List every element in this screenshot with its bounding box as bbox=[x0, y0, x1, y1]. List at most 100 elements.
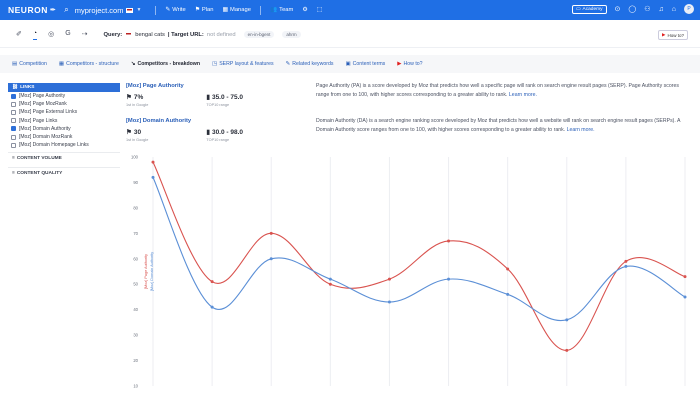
feather-icon: ✒ bbox=[49, 7, 57, 14]
data-point bbox=[447, 239, 451, 243]
metric-title[interactable]: [Moz] Domain Authority bbox=[126, 118, 192, 124]
data-point bbox=[387, 277, 391, 281]
metric-sub: 1st in Google bbox=[126, 103, 149, 107]
tab-related-keywords[interactable]: ✎ Related keywords bbox=[286, 61, 334, 67]
trophy-icon: ⚑ bbox=[126, 129, 132, 136]
metric-range: 30.0 - 98.0 bbox=[211, 128, 244, 136]
y-tick-label: 80 bbox=[133, 205, 138, 210]
nav-plan[interactable]: ⚑ Plan bbox=[195, 7, 214, 13]
team-icon[interactable]: ⚇ bbox=[644, 6, 651, 13]
learn-more-link[interactable]: Learn more. bbox=[566, 126, 595, 133]
metric-checkbox-item[interactable]: [Moz] Page Authority bbox=[8, 92, 120, 100]
bell-icon[interactable]: ♫ bbox=[658, 5, 664, 13]
nav-manage[interactable]: ▦ Manage bbox=[223, 7, 251, 13]
divider bbox=[155, 5, 157, 15]
project-selector[interactable]: myproject.com ▼ bbox=[75, 6, 142, 15]
checkbox[interactable] bbox=[11, 118, 16, 124]
nav-write[interactable]: ✎ Write bbox=[165, 7, 185, 13]
metric-checkbox-item[interactable]: [Moz] Domain MozRank bbox=[8, 133, 120, 141]
tool-switcher: ✐ ◔ ◎ G ⇢ bbox=[16, 30, 88, 40]
metric-title[interactable]: [Moz] Page Authority bbox=[126, 83, 184, 89]
checkbox[interactable] bbox=[11, 134, 16, 140]
metric-checkbox-item[interactable]: [Moz] Page External Links bbox=[8, 108, 120, 116]
metric-checkbox-item[interactable]: [Moz] Page Links bbox=[8, 117, 120, 125]
checkbox-label: [Moz] Page Links bbox=[19, 117, 58, 124]
language-chip[interactable]: en-in-bgent bbox=[243, 31, 275, 38]
target-url-label: | Target URL: bbox=[167, 31, 204, 38]
editor-tool-icon[interactable]: ✐ bbox=[16, 30, 22, 38]
link-icon: ⛓ bbox=[12, 85, 19, 90]
target-tool-icon[interactable]: ◎ bbox=[48, 30, 55, 38]
academy-label: Academy bbox=[582, 6, 603, 12]
pen-icon: ✎ bbox=[285, 61, 291, 67]
grid-icon: ▦ bbox=[222, 7, 228, 13]
grid-icon: ▦ bbox=[58, 61, 65, 67]
checkbox[interactable] bbox=[11, 126, 16, 132]
avatar[interactable]: P bbox=[684, 4, 694, 14]
data-point bbox=[269, 257, 273, 261]
share-tool-icon[interactable]: ⇢ bbox=[81, 30, 88, 38]
monitor-icon: ▭ bbox=[575, 6, 581, 12]
layout-icon: ◳ bbox=[212, 61, 218, 67]
content-volume-header[interactable]: ≡ CONTENT VOLUME bbox=[8, 152, 120, 164]
tab-competitors-breakdown[interactable]: ↘ Competitors - breakdown bbox=[131, 61, 200, 67]
tab-competition[interactable]: ▤ Competition bbox=[12, 61, 47, 67]
pen-icon: ✎ bbox=[165, 7, 171, 13]
checkbox-label: [Moz] Domain Homepage Links bbox=[19, 142, 89, 149]
tab-serp-layout[interactable]: ◳ SERP layout & features bbox=[212, 61, 274, 67]
bookmark-icon[interactable]: ⬚ bbox=[316, 7, 323, 13]
top-navigation-bar: NEURON ✒ ⌕ myproject.com ▼ ✎ Write ⚑ Plan … bbox=[0, 0, 700, 20]
main-nav: ✎ Write ⚑ Plan ▦ Manage 👥 Team ⚙ ⬚ bbox=[155, 5, 323, 15]
links-panel-header[interactable]: ⛓ LINKS bbox=[8, 83, 120, 92]
youtube-icon: ▶ bbox=[662, 32, 666, 37]
tab-label: Content terms bbox=[352, 61, 386, 67]
chevron-down-icon: ▼ bbox=[136, 7, 142, 13]
metric-sub: 1st in Google bbox=[126, 138, 149, 142]
target-url-value[interactable]: not defined bbox=[206, 31, 236, 38]
metric-checkbox-item[interactable]: [Moz] Domain Homepage Links bbox=[8, 141, 120, 149]
y-tick-label: 60 bbox=[133, 256, 138, 261]
checkbox[interactable] bbox=[11, 142, 16, 148]
tab-content-terms[interactable]: ▣ Content terms bbox=[345, 61, 385, 67]
gear-icon[interactable]: ⚙ bbox=[302, 7, 308, 13]
checkbox[interactable] bbox=[11, 109, 16, 115]
data-point bbox=[151, 175, 155, 179]
tab-competitors-structure[interactable]: ▦ Competitors - structure bbox=[59, 61, 119, 67]
learn-more-link[interactable]: Learn more. bbox=[508, 91, 537, 98]
data-point bbox=[328, 282, 332, 286]
metric-range-sub: TOP10 range bbox=[206, 103, 230, 107]
checkbox-label: [Moz] Page Authority bbox=[19, 93, 66, 100]
help-icon[interactable]: ⊙ bbox=[614, 6, 621, 13]
data-point bbox=[565, 348, 569, 352]
series-line-page-authority bbox=[152, 161, 686, 351]
checkbox[interactable] bbox=[11, 93, 16, 99]
metric-value: 30 bbox=[133, 128, 142, 136]
academy-button[interactable]: ▭ Academy bbox=[571, 4, 607, 14]
tag-icon[interactable]: ⌂ bbox=[671, 5, 676, 13]
how-to-button[interactable]: ▶ How to? bbox=[658, 30, 688, 40]
youtube-icon: ▶ bbox=[397, 61, 402, 67]
tab-label: Related keywords bbox=[292, 61, 334, 67]
tool-row: ✐ ◔ ◎ G ⇢ Query: bengal cats | Target UR… bbox=[0, 22, 700, 48]
search-icon[interactable]: ⌕ bbox=[64, 5, 69, 14]
neuron-logo[interactable]: NEURON ✒ bbox=[8, 5, 56, 15]
checkbox[interactable] bbox=[11, 101, 16, 107]
y-tick-label: 10 bbox=[133, 384, 138, 389]
description-text: Page Authority (PA) is a score developed… bbox=[316, 83, 679, 98]
analysis-tool-icon[interactable]: ◔ bbox=[32, 30, 38, 40]
tab-how-to[interactable]: ▶ How to? bbox=[397, 61, 422, 67]
y-tick-label: 20 bbox=[133, 358, 138, 363]
description-text: Domain Authority (DA) is a search engine… bbox=[316, 118, 681, 133]
query-value: bengal cats bbox=[135, 31, 165, 38]
content-quality-header[interactable]: ≡ CONTENT QUALITY bbox=[8, 167, 120, 179]
range-icon: ▮ bbox=[206, 94, 210, 101]
device-chip[interactable]: ahrm bbox=[282, 31, 301, 38]
metric-checkbox-item[interactable]: [Moz] Page MozRank bbox=[8, 100, 120, 108]
google-tool-icon[interactable]: G bbox=[65, 29, 71, 37]
metric-checkbox-item[interactable]: [Moz] Domain Authority bbox=[8, 125, 120, 133]
data-point bbox=[387, 300, 391, 304]
chat-icon[interactable]: ◯ bbox=[628, 6, 637, 13]
nav-team[interactable]: 👥 Team bbox=[270, 7, 293, 13]
metrics-sidebar: ⛓ LINKS [Moz] Page Authority [Moz] Page Mo… bbox=[8, 83, 120, 179]
data-point bbox=[447, 277, 451, 281]
